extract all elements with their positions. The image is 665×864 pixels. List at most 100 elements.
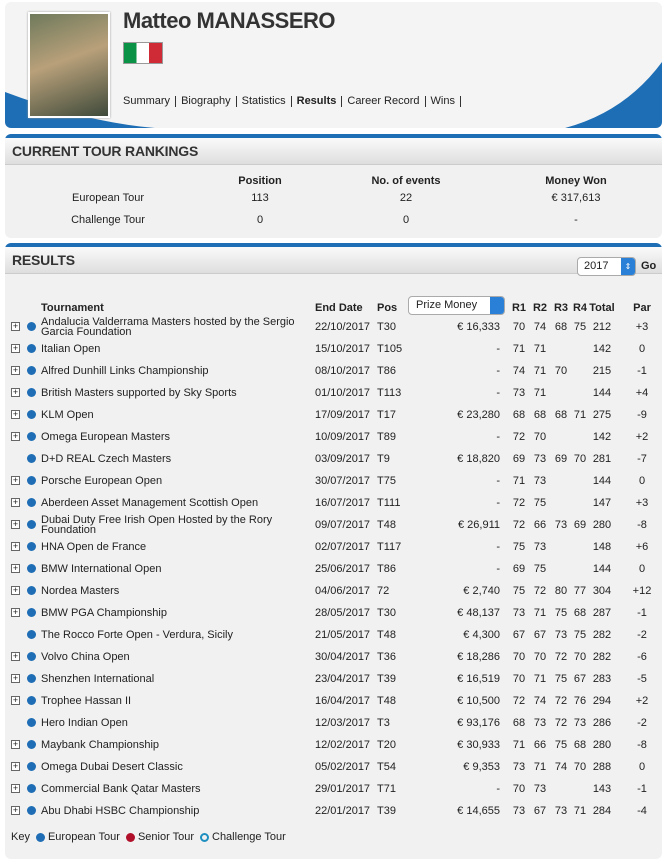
tour-dot	[27, 476, 36, 485]
expand-button[interactable]: +	[11, 321, 20, 331]
cell: 10/09/2017	[315, 431, 371, 443]
nav-link[interactable]: Statistics	[237, 96, 292, 107]
cell: T86	[377, 365, 396, 377]
column-header: R3	[553, 302, 569, 314]
cell: 72	[377, 585, 390, 597]
cell: 73	[554, 805, 568, 817]
cell: 05/02/2017	[315, 761, 371, 773]
tournament-name[interactable]: Hero Indian Open	[41, 717, 128, 729]
expand-button[interactable]: +	[11, 607, 20, 617]
cell: € 2,740	[463, 585, 500, 597]
expand-button[interactable]: +	[11, 365, 20, 375]
tournament-name[interactable]: British Masters supported by Sky Sports	[41, 387, 237, 399]
tournament-name[interactable]: The Rocco Forte Open - Verdura, Sicily	[41, 629, 233, 641]
tournament-name[interactable]: Omega Dubai Desert Classic	[41, 761, 183, 773]
cell: 0	[638, 761, 646, 773]
cell: 71	[533, 673, 547, 685]
expand-button[interactable]: +	[11, 673, 20, 683]
tournament-name[interactable]: Aberdeen Asset Management Scottish Open	[41, 497, 259, 509]
tournament-name[interactable]: HNA Open de France	[41, 541, 147, 553]
tournament-name[interactable]: Omega European Masters	[41, 431, 171, 443]
expand-button[interactable]: +	[11, 409, 20, 419]
nav-link[interactable]: Results	[292, 96, 343, 107]
cell: -4	[637, 805, 647, 817]
tournament-name[interactable]: Shenzhen International	[41, 673, 155, 685]
expand-button[interactable]: +	[11, 541, 20, 551]
expand-button[interactable]: +	[11, 761, 20, 771]
cell: 74	[533, 321, 547, 333]
cell: 67	[533, 805, 547, 817]
nav-link[interactable]: Biography	[176, 96, 237, 107]
cell: 71	[533, 387, 547, 399]
expand-button[interactable]: +	[11, 497, 20, 507]
expand-button[interactable]: +	[11, 343, 20, 353]
cell: 67	[533, 629, 547, 641]
cell: € 93,176	[457, 717, 500, 729]
tournament-name[interactable]: Maybank Championship	[41, 739, 160, 751]
panel-title: CURRENT TOUR RANKINGS	[5, 138, 662, 165]
cell: T3	[377, 717, 390, 729]
tournament-name[interactable]: Alfred Dunhill Links Championship	[41, 365, 209, 377]
cell: 12/03/2017	[315, 717, 371, 729]
player-photo	[28, 12, 110, 118]
cell: T39	[377, 673, 396, 685]
tournament-name[interactable]: Trophee Hassan II	[41, 695, 132, 707]
expand-button[interactable]: +	[11, 651, 20, 661]
tournament-name[interactable]: BMW PGA Championship	[41, 607, 167, 619]
tournament-name[interactable]: BMW International Open	[41, 563, 162, 575]
expand-button[interactable]: +	[11, 585, 20, 595]
cell: T20	[377, 739, 396, 751]
cell: -	[496, 783, 500, 795]
expand-button[interactable]: +	[11, 475, 20, 485]
tournament-name[interactable]: Porsche European Open	[41, 475, 163, 487]
tournament-name[interactable]: Andalucia Valderrama Masters hosted by t…	[41, 316, 295, 338]
cell: T30	[377, 321, 396, 333]
expand-button[interactable]: +	[11, 431, 20, 441]
nav-link[interactable]: Career Record	[342, 96, 426, 107]
key-label: Key	[11, 831, 30, 843]
tournament-name[interactable]: D+D REAL Czech Masters	[41, 453, 172, 465]
cell: 280	[592, 519, 612, 531]
nav-link[interactable]: Summary	[123, 96, 177, 107]
expand-button[interactable]: +	[11, 783, 20, 793]
go-button[interactable]: Go	[641, 260, 657, 272]
column-header: No. of events	[371, 175, 441, 187]
tournament-name[interactable]: Abu Dhabi HSBC Championship	[41, 805, 200, 817]
cell: 0	[256, 214, 264, 226]
cell: 287	[592, 607, 612, 619]
cell: -	[496, 365, 500, 377]
cell: +6	[635, 541, 649, 553]
expand-button[interactable]: +	[11, 563, 20, 573]
tournament-name[interactable]: Dubai Duty Free Irish Open Hosted by the…	[41, 514, 273, 536]
column-header: Prize Money	[416, 299, 478, 311]
expand-button[interactable]: +	[11, 805, 20, 815]
expand-button[interactable]: +	[11, 695, 20, 705]
cell: 72	[512, 695, 526, 707]
prize-select[interactable]: Prize Money	[408, 296, 505, 315]
cell: 71	[533, 607, 547, 619]
expand-button[interactable]: +	[11, 519, 20, 529]
tournament-name[interactable]: Italian Open	[41, 343, 101, 355]
expand-button[interactable]: +	[11, 739, 20, 749]
cell: 09/07/2017	[315, 519, 371, 531]
key-item: Senior Tour	[137, 831, 194, 843]
nav-link[interactable]: Wins	[426, 96, 461, 107]
cell: € 317,613	[551, 192, 601, 204]
cell: 04/06/2017	[315, 585, 371, 597]
select-arrow	[490, 297, 504, 314]
tournament-name[interactable]: Volvo China Open	[41, 651, 130, 663]
tournament-name[interactable]: Commercial Bank Qatar Masters	[41, 783, 201, 795]
cell: € 16,519	[457, 673, 500, 685]
cell: 275	[592, 409, 612, 421]
cell: 284	[592, 805, 612, 817]
tournament-name[interactable]: Nordea Masters	[41, 585, 120, 597]
cell: 76	[573, 695, 587, 707]
expand-button[interactable]: +	[11, 387, 20, 397]
cell: 70	[512, 673, 526, 685]
key: Key European Tour Senior Tour Challenge Tou…	[11, 831, 292, 843]
cell: 212	[592, 321, 612, 333]
cell: 73	[512, 607, 526, 619]
tournament-name[interactable]: KLM Open	[41, 409, 94, 421]
year-select[interactable]: 2017 ⇕	[577, 257, 636, 276]
year: 2017	[584, 260, 609, 272]
